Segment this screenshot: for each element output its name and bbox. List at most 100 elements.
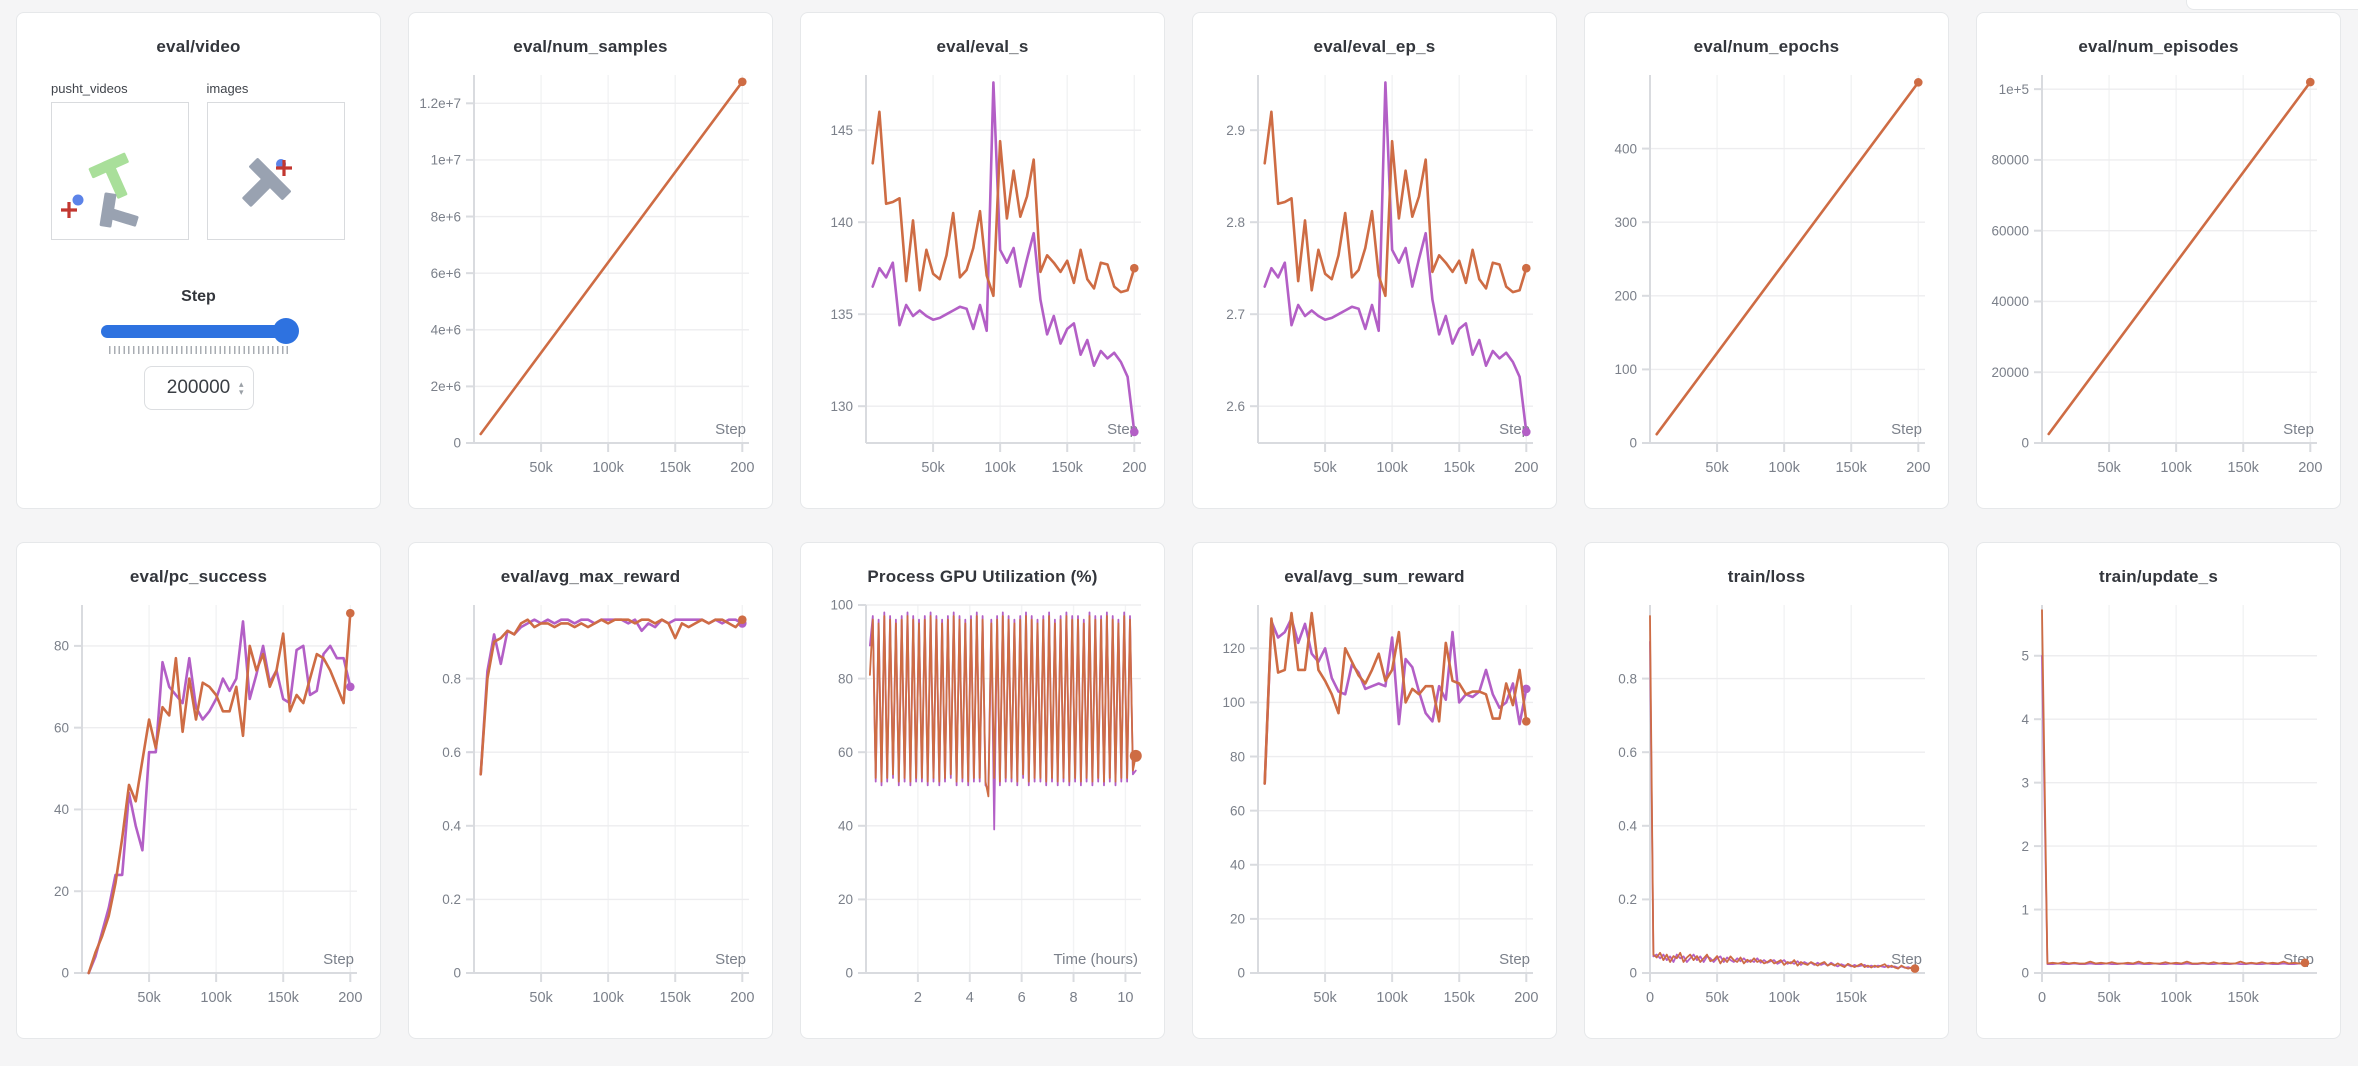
svg-text:20: 20 — [1230, 912, 1245, 927]
svg-text:3: 3 — [2021, 775, 2029, 790]
svg-text:2.9: 2.9 — [1226, 123, 1245, 138]
svg-text:150k: 150k — [267, 990, 299, 1006]
svg-text:400: 400 — [1614, 141, 1637, 156]
svg-text:300: 300 — [1614, 215, 1637, 230]
cropped-panel-fragment — [2186, 0, 2358, 10]
svg-text:0: 0 — [1237, 966, 1245, 981]
svg-text:80000: 80000 — [1991, 153, 2029, 168]
panel-title: eval/video — [156, 37, 241, 56]
svg-text:8: 8 — [1070, 990, 1078, 1006]
svg-text:Step: Step — [2283, 951, 2314, 968]
svg-text:100k: 100k — [1768, 990, 1800, 1006]
svg-text:100k: 100k — [200, 990, 232, 1006]
svg-text:60: 60 — [838, 745, 853, 760]
svg-text:0: 0 — [1629, 436, 1637, 451]
chart-eval-num-epochs[interactable]: 0 100 200 300 400 50k 100k 150k 200 Step — [1594, 65, 1939, 489]
panel-title: eval/avg_max_reward — [500, 567, 681, 586]
chart-process-gpu-utilization[interactable]: 0 20 40 60 80 100 2 4 6 8 10 Time (hours) — [810, 595, 1155, 1019]
svg-text:2: 2 — [914, 990, 922, 1006]
svg-text:120: 120 — [1222, 641, 1245, 656]
svg-text:Step: Step — [1891, 421, 1922, 438]
svg-text:Step: Step — [715, 421, 746, 438]
svg-text:40: 40 — [838, 819, 853, 834]
chart-eval-eval-ep-s[interactable]: 2.6 2.7 2.8 2.9 50k 100k 150k 200 Step — [1202, 65, 1547, 489]
svg-text:100k: 100k — [1376, 460, 1408, 476]
svg-text:2.8: 2.8 — [1226, 215, 1245, 230]
svg-text:2e+6: 2e+6 — [431, 379, 461, 394]
svg-text:80: 80 — [838, 671, 853, 686]
step-slider-track[interactable] — [100, 325, 297, 338]
svg-text:20: 20 — [54, 884, 69, 899]
step-slider[interactable] — [100, 318, 299, 344]
svg-text:150k: 150k — [659, 990, 691, 1006]
svg-text:0.4: 0.4 — [442, 819, 461, 834]
svg-text:60000: 60000 — [1991, 223, 2029, 238]
svg-text:0.6: 0.6 — [442, 745, 461, 760]
svg-text:Step: Step — [323, 951, 354, 968]
svg-text:1e+7: 1e+7 — [431, 153, 461, 168]
dashboard-grid: eval/video pusht_videos images — [16, 12, 2341, 1039]
chart-train-update-s[interactable]: 0 1 2 3 4 5 0 50k 100k 150k Step — [1986, 595, 2331, 1019]
panel-title: train/loss — [1727, 567, 1806, 586]
svg-text:100k: 100k — [2160, 990, 2192, 1006]
svg-text:Step: Step — [715, 951, 746, 968]
video-thumbnail-pusht-videos[interactable] — [51, 102, 189, 240]
step-slider-tick-ruler — [108, 346, 289, 354]
svg-text:50k: 50k — [1313, 460, 1337, 476]
svg-text:50k: 50k — [529, 990, 553, 1006]
svg-text:Step: Step — [2283, 421, 2314, 438]
svg-text:10: 10 — [1117, 990, 1133, 1006]
svg-text:100: 100 — [830, 598, 853, 613]
svg-text:60: 60 — [54, 720, 69, 735]
svg-text:50k: 50k — [2097, 990, 2121, 1006]
svg-text:2: 2 — [2021, 839, 2029, 854]
svg-text:5: 5 — [2021, 648, 2029, 663]
svg-text:200: 200 — [730, 990, 754, 1006]
svg-text:140: 140 — [830, 215, 853, 230]
panel-eval-pc-success: eval/pc_success 0 20 40 60 80 50k 100k 150k 200 St… — [16, 542, 381, 1039]
svg-text:Step: Step — [1499, 951, 1530, 968]
chart-eval-avg-max-reward[interactable]: 0 0.2 0.4 0.6 0.8 50k 100k 150k 200 Step — [418, 595, 763, 1019]
chart-eval-num-samples[interactable]: 0 2e+6 4e+6 6e+6 8e+6 1e+7 1.2e+7 50k 100k 150k 20… — [418, 65, 763, 489]
svg-text:0.4: 0.4 — [1618, 819, 1637, 834]
svg-text:150k: 150k — [2227, 990, 2259, 1006]
panel-title: eval/pc_success — [129, 567, 268, 586]
svg-text:1.2e+7: 1.2e+7 — [419, 96, 461, 111]
svg-text:80: 80 — [1230, 749, 1245, 764]
panel-eval-num-epochs: eval/num_epochs 0 100 200 300 400 50k 100k 150k 2… — [1584, 12, 1949, 509]
chart-eval-num-episodes[interactable]: 0 20000 40000 60000 80000 1e+5 50k 100k 150k 200 S… — [1986, 65, 2331, 489]
svg-text:Step: Step — [1499, 421, 1530, 438]
svg-text:0: 0 — [845, 966, 853, 981]
svg-text:40: 40 — [54, 802, 69, 817]
svg-text:40: 40 — [1230, 857, 1245, 872]
svg-text:100k: 100k — [592, 460, 624, 476]
svg-text:100k: 100k — [1376, 990, 1408, 1006]
video-thumbnail-images[interactable] — [207, 102, 345, 240]
svg-text:0.8: 0.8 — [442, 671, 461, 686]
panel-eval-num-episodes: eval/num_episodes 0 20000 40000 60000 80000 1e… — [1976, 12, 2341, 509]
stepper-arrows-icon[interactable]: ▴ ▾ — [238, 379, 244, 397]
svg-text:150k: 150k — [1835, 460, 1867, 476]
svg-text:150k: 150k — [1051, 460, 1083, 476]
svg-text:0: 0 — [1629, 966, 1637, 981]
panel-title: eval/eval_s — [936, 37, 1029, 56]
svg-text:50k: 50k — [1313, 990, 1337, 1006]
svg-text:100k: 100k — [984, 460, 1016, 476]
chart-train-loss[interactable]: 0 0.2 0.4 0.6 0.8 0 50k 100k 150k Step — [1594, 595, 1939, 1019]
panel-title: Process GPU Utilization (%) — [867, 567, 1098, 586]
svg-text:50k: 50k — [529, 460, 553, 476]
step-slider-label: Step — [181, 288, 216, 305]
chart-eval-eval-s[interactable]: 130 135 140 145 50k 100k 150k 200 Step — [810, 65, 1155, 489]
svg-text:200: 200 — [1514, 990, 1538, 1006]
chart-eval-pc-success[interactable]: 0 20 40 60 80 50k 100k 150k 200 Step — [26, 595, 371, 1019]
svg-text:60: 60 — [1230, 803, 1245, 818]
step-slider-thumb[interactable] — [272, 318, 299, 344]
chart-eval-avg-sum-reward[interactable]: 0 20 40 60 80 100 120 50k 100k 150k 200 Step — [1202, 595, 1547, 1019]
svg-text:0: 0 — [453, 966, 461, 981]
svg-text:4e+6: 4e+6 — [431, 322, 461, 337]
svg-text:0: 0 — [2038, 990, 2046, 1006]
svg-text:20000: 20000 — [1991, 365, 2029, 380]
step-number-input[interactable]: 200000 ▴ ▾ — [143, 366, 254, 410]
panel-eval-num-samples: eval/num_samples 0 2e+6 4e+6 6e+6 8e+6 1e+7 1.2… — [408, 12, 773, 509]
svg-text:2.7: 2.7 — [1226, 307, 1245, 322]
